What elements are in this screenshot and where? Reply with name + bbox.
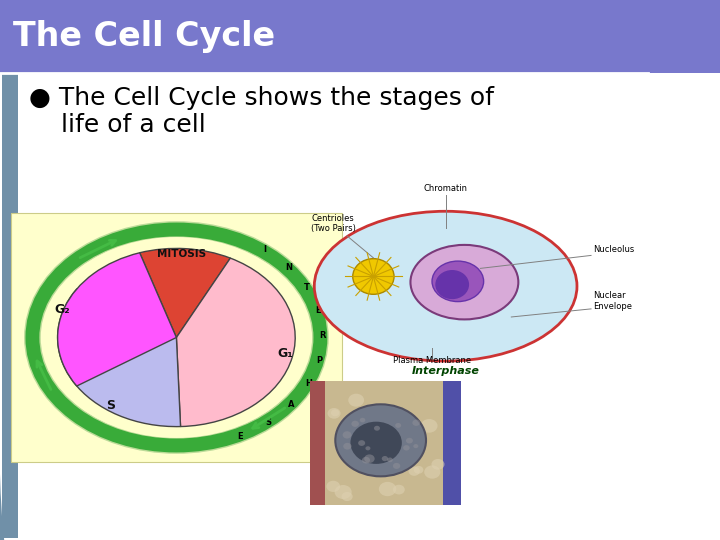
Circle shape [387,457,393,462]
Circle shape [362,457,370,463]
Text: ● The Cell Cycle shows the stages of: ● The Cell Cycle shows the stages of [29,86,494,110]
Text: Nucleolus: Nucleolus [593,245,634,254]
Text: S: S [266,418,271,427]
Circle shape [379,482,396,496]
Circle shape [326,481,340,492]
Circle shape [42,237,310,438]
Ellipse shape [432,261,484,301]
Text: E: E [238,431,243,441]
Text: S: S [106,399,114,412]
Circle shape [335,485,351,499]
Circle shape [358,440,365,446]
Circle shape [351,421,359,427]
Circle shape [431,459,444,470]
Circle shape [393,485,405,495]
Bar [0,0,720,73]
Circle shape [343,443,351,450]
Circle shape [343,431,351,438]
Circle shape [366,446,370,450]
Text: life of a cell: life of a cell [29,113,205,137]
Circle shape [424,465,441,478]
Bar [11,213,342,462]
Circle shape [403,445,410,450]
Wedge shape [58,289,181,427]
Circle shape [395,423,401,428]
Text: The Cell Cycle: The Cell Cycle [13,20,275,53]
Text: Chromatin: Chromatin [423,184,467,193]
Text: H: H [305,379,312,388]
Bar [310,381,325,505]
Ellipse shape [336,404,426,476]
Wedge shape [176,258,295,427]
Text: Plasma Membrane: Plasma Membrane [392,356,471,365]
Circle shape [421,419,438,433]
Text: R: R [319,331,325,340]
Bar [2,73,18,538]
Circle shape [364,454,374,463]
Circle shape [360,418,365,422]
Circle shape [374,426,380,431]
Circle shape [406,438,413,443]
Circle shape [348,394,364,407]
Text: N: N [285,262,292,272]
Text: G₁: G₁ [278,347,294,360]
Text: Centrioles
(Two Pairs): Centrioles (Two Pairs) [312,214,356,233]
Circle shape [436,270,469,299]
Circle shape [351,422,402,464]
Text: E: E [315,307,321,315]
Circle shape [413,420,420,426]
Circle shape [408,467,420,476]
Wedge shape [140,248,230,338]
Text: P: P [316,356,323,365]
Ellipse shape [410,245,518,319]
Circle shape [331,409,339,416]
Text: Nuclear
Envelope: Nuclear Envelope [593,292,632,311]
Text: MITOSIS: MITOSIS [157,249,206,260]
Circle shape [393,463,400,469]
Circle shape [328,408,341,418]
Text: G₂: G₂ [55,303,70,316]
Text: T: T [304,284,310,292]
Text: Interphase: Interphase [412,366,480,376]
Bar [443,381,461,505]
Wedge shape [58,253,176,386]
Text: A: A [288,401,294,409]
Circle shape [413,444,418,448]
Circle shape [353,259,394,294]
Circle shape [414,466,423,474]
Circle shape [341,492,353,501]
Ellipse shape [315,211,577,361]
Text: I: I [263,246,266,254]
Circle shape [382,456,388,461]
